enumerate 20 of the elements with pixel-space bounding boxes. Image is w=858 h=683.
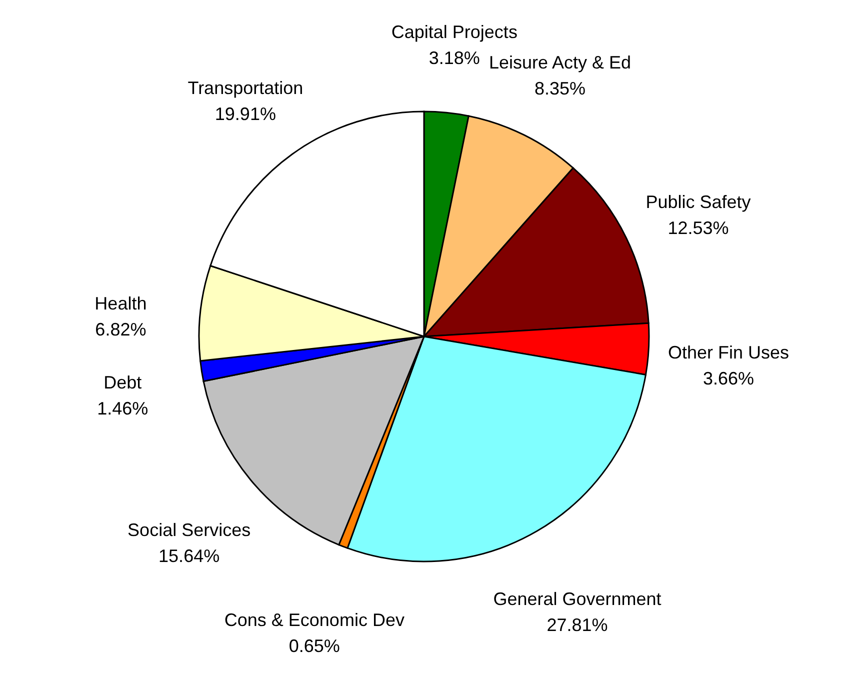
slice-label: Social Services <box>128 520 251 540</box>
data-label: 19.91% <box>214 104 276 124</box>
slice-label: Other Fin Uses <box>668 342 790 362</box>
data-label: 6.82% <box>95 319 146 340</box>
data-label: 15.64% <box>158 546 220 566</box>
data-label: 0.65% <box>288 636 340 656</box>
slice-label: Health <box>94 293 147 314</box>
data-label: 3.66% <box>703 368 754 388</box>
data-label: 3.18% <box>428 48 480 68</box>
data-label: 27.81% <box>546 615 608 636</box>
slice-label: General Government <box>493 589 662 610</box>
data-label: 1.46% <box>97 398 148 418</box>
slice-label: Debt <box>104 372 142 392</box>
data-label: 8.35% <box>534 78 586 98</box>
slice-label: Cons & Economic Dev <box>224 610 404 630</box>
slice-label: Leisure Acty & Ed <box>488 52 632 72</box>
data-label: 12.53% <box>668 218 729 238</box>
slice-label: Capital Projects <box>391 22 518 42</box>
slice-label: Public Safety <box>646 192 751 212</box>
slice-label: Transportation <box>188 78 304 98</box>
